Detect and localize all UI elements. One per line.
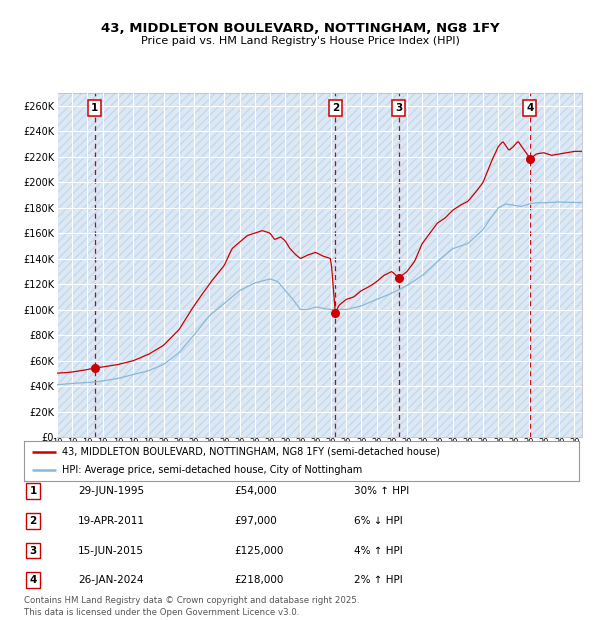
Text: 4: 4 <box>526 104 533 113</box>
Text: £218,000: £218,000 <box>234 575 283 585</box>
Text: Price paid vs. HM Land Registry's House Price Index (HPI): Price paid vs. HM Land Registry's House … <box>140 36 460 46</box>
Text: 15-JUN-2015: 15-JUN-2015 <box>78 546 144 556</box>
Text: 43, MIDDLETON BOULEVARD, NOTTINGHAM, NG8 1FY: 43, MIDDLETON BOULEVARD, NOTTINGHAM, NG8… <box>101 22 499 35</box>
Text: 29-JUN-1995: 29-JUN-1995 <box>78 486 144 496</box>
Text: 3: 3 <box>29 546 37 556</box>
Text: 3: 3 <box>395 104 403 113</box>
Text: £97,000: £97,000 <box>234 516 277 526</box>
Text: 19-APR-2011: 19-APR-2011 <box>78 516 145 526</box>
Text: 1: 1 <box>29 486 37 496</box>
Text: £125,000: £125,000 <box>234 546 283 556</box>
Text: 30% ↑ HPI: 30% ↑ HPI <box>354 486 409 496</box>
Text: 2: 2 <box>29 516 37 526</box>
Text: 4% ↑ HPI: 4% ↑ HPI <box>354 546 403 556</box>
Text: 43, MIDDLETON BOULEVARD, NOTTINGHAM, NG8 1FY (semi-detached house): 43, MIDDLETON BOULEVARD, NOTTINGHAM, NG8… <box>62 447 440 457</box>
Text: £54,000: £54,000 <box>234 486 277 496</box>
Text: 4: 4 <box>29 575 37 585</box>
Text: 6% ↓ HPI: 6% ↓ HPI <box>354 516 403 526</box>
Text: 26-JAN-2024: 26-JAN-2024 <box>78 575 143 585</box>
Text: Contains HM Land Registry data © Crown copyright and database right 2025.
This d: Contains HM Land Registry data © Crown c… <box>24 596 359 617</box>
Text: HPI: Average price, semi-detached house, City of Nottingham: HPI: Average price, semi-detached house,… <box>62 465 362 475</box>
Text: 2% ↑ HPI: 2% ↑ HPI <box>354 575 403 585</box>
Text: 1: 1 <box>91 104 98 113</box>
Text: 2: 2 <box>332 104 339 113</box>
